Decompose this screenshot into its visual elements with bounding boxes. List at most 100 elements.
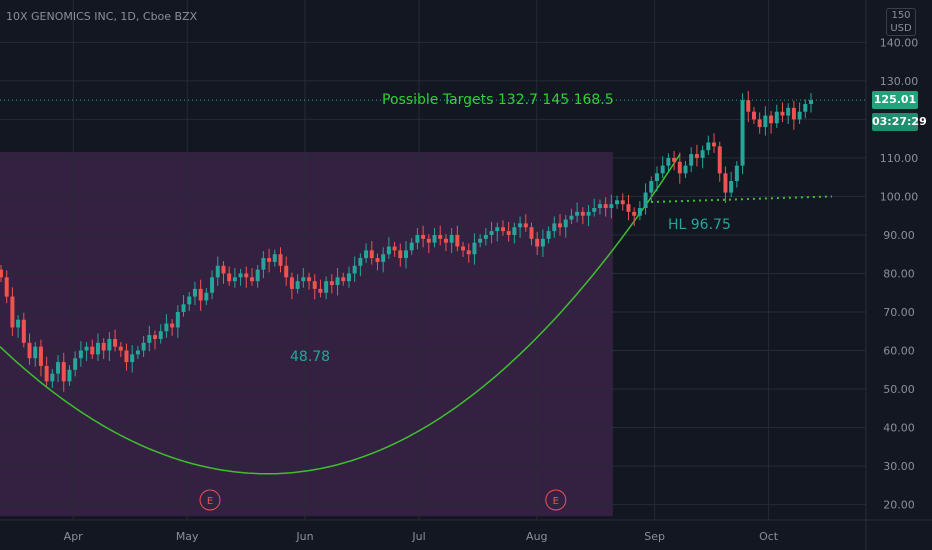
- currency-label: USD: [890, 23, 912, 34]
- candle-body: [278, 254, 283, 266]
- earnings-marker-circle: [199, 489, 221, 511]
- candle-body: [295, 281, 300, 289]
- candle-body: [158, 331, 163, 339]
- candle-body: [512, 227, 517, 235]
- candle-body: [141, 342, 146, 351]
- x-tick-label: Sep: [644, 530, 665, 543]
- candle-body: [118, 346, 123, 351]
- candle-body: [712, 142, 717, 147]
- candle-body: [523, 223, 528, 228]
- y-tick-label: 40.00: [883, 422, 915, 435]
- earnings-marker-label: E: [553, 496, 559, 507]
- candle-body: [170, 323, 175, 328]
- candle-body: [780, 111, 785, 116]
- candle-body: [763, 115, 768, 128]
- candle-body: [609, 204, 614, 208]
- candle-body: [352, 265, 357, 274]
- candle-body: [175, 312, 180, 328]
- candle-body: [615, 200, 620, 205]
- candle-body: [569, 215, 574, 220]
- candle-body: [130, 354, 135, 363]
- candle-body: [506, 231, 511, 235]
- candle-body: [404, 250, 408, 259]
- candle-body: [769, 115, 774, 124]
- candle-body: [472, 242, 477, 255]
- scale-marker: 150: [891, 10, 911, 21]
- candle-body: [660, 165, 665, 174]
- candle-body: [586, 211, 591, 216]
- candle-body: [16, 319, 21, 328]
- candle-body: [386, 246, 391, 255]
- candle-body: [73, 358, 78, 370]
- hl-line: [644, 195, 833, 204]
- candle-body: [558, 223, 563, 228]
- candle-body: [238, 273, 243, 278]
- candle-body: [620, 200, 625, 205]
- candle-body: [164, 323, 169, 332]
- candle-body: [694, 154, 699, 158]
- candle-body: [654, 173, 659, 182]
- candle-body: [797, 111, 802, 120]
- candle-body: [415, 234, 420, 243]
- candle-body: [495, 227, 500, 232]
- candle-body: [603, 204, 608, 208]
- candle-body: [301, 277, 306, 282]
- candle-body: [421, 234, 426, 239]
- candle-body: [181, 304, 186, 312]
- candle-body: [204, 292, 209, 301]
- y-tick-label: 50.00: [883, 383, 915, 396]
- candle-body: [101, 342, 106, 351]
- candle-body: [438, 234, 443, 239]
- candle-body: [329, 281, 334, 286]
- y-tick-label: 100.00: [880, 190, 919, 203]
- candle-body: [107, 338, 112, 351]
- candle-body: [244, 273, 249, 278]
- candle-body: [461, 246, 466, 251]
- candle-body: [346, 273, 351, 282]
- cup-arc: [0, 153, 681, 475]
- candle-body: [255, 269, 260, 282]
- candle-body: [575, 211, 580, 216]
- candle-body: [61, 362, 66, 382]
- candle-body: [683, 165, 688, 174]
- candle-body: [717, 146, 722, 174]
- earnings-marker-label: E: [207, 496, 213, 507]
- candle-body: [751, 111, 756, 120]
- currency-scale-button[interactable]: 150 USD: [886, 8, 916, 36]
- candle-body: [757, 119, 762, 128]
- candle-body: [592, 208, 597, 212]
- candle-body: [500, 227, 505, 232]
- candle-body: [267, 258, 272, 262]
- targets-annotation: Possible Targets 132.7 145 168.5: [382, 92, 614, 108]
- candle-body: [21, 319, 26, 343]
- candle-body: [364, 250, 369, 259]
- candle-body: [375, 258, 380, 262]
- candle-body: [552, 223, 557, 232]
- candle-body: [449, 234, 454, 243]
- y-tick-label: 90.00: [883, 229, 915, 242]
- candle-body: [580, 211, 585, 216]
- candle-body: [672, 157, 677, 162]
- candle-body: [483, 234, 488, 239]
- cup-depth-annotation: 48.78: [290, 349, 330, 365]
- candle-body: [67, 369, 72, 382]
- candle-body: [466, 250, 471, 255]
- candle-body: [210, 277, 215, 293]
- candle-body: [249, 277, 254, 282]
- candle-body: [546, 231, 551, 239]
- candle-body: [187, 296, 192, 305]
- x-tick-label: Oct: [759, 530, 779, 543]
- candle-body: [398, 250, 403, 259]
- candle-body: [478, 238, 483, 243]
- candle-body: [44, 365, 49, 382]
- candle-body: [232, 277, 237, 282]
- candle-body: [307, 277, 312, 282]
- candle-body: [563, 219, 568, 228]
- candle-body: [369, 250, 374, 259]
- candle-body: [289, 277, 294, 289]
- current-price-tag: 125.01: [872, 91, 918, 109]
- candle-body: [221, 265, 226, 274]
- candle-body: [809, 100, 813, 104]
